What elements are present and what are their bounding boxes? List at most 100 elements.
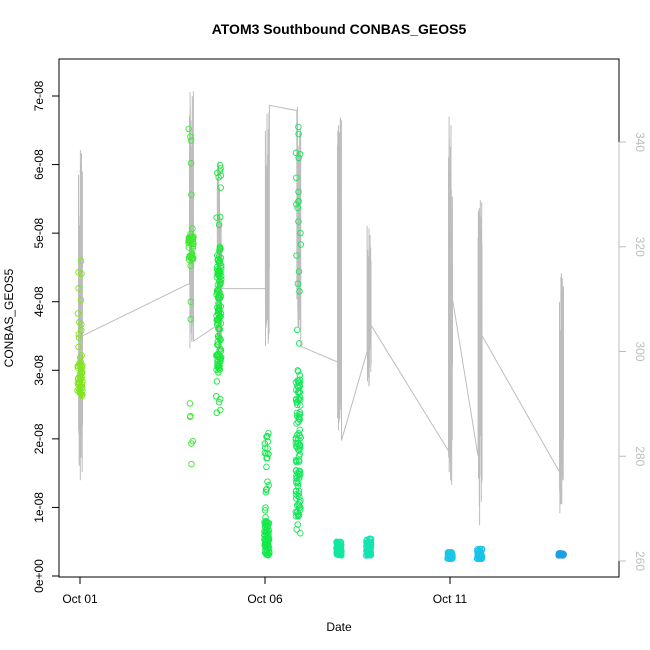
data-point: [215, 325, 222, 333]
data-point: [297, 497, 304, 504]
data-point: [215, 277, 223, 285]
y-tick-label: 5e-08: [32, 217, 46, 248]
data-point: [78, 352, 85, 359]
data-point: [76, 379, 83, 387]
data-point: [213, 214, 220, 221]
data-point: [296, 493, 303, 501]
data-point: [295, 268, 303, 275]
data-point: [186, 400, 194, 407]
y-tick-label: 4e-08: [32, 286, 46, 317]
data-point: [187, 262, 194, 270]
data-point: [216, 290, 224, 297]
data-point: [214, 307, 222, 314]
data-point: [214, 341, 221, 349]
y-tick-label: 3e-08: [32, 355, 46, 386]
data-point: [294, 280, 302, 287]
data-point: [297, 402, 304, 409]
data-point: [187, 315, 194, 323]
data-point: [215, 221, 223, 229]
data-point: [216, 294, 224, 302]
data-point: [217, 269, 224, 276]
data-point: [293, 526, 300, 533]
data-point: [293, 409, 301, 417]
data-point: [296, 442, 303, 449]
data-point: [292, 149, 300, 157]
data-point: [295, 512, 302, 519]
data-point: [261, 507, 269, 514]
data-point: [366, 543, 373, 551]
y-tick-label: 7e-08: [32, 80, 46, 111]
point-group: [333, 538, 345, 559]
data-point: [215, 369, 222, 376]
data-point: [559, 550, 567, 558]
data-point: [293, 479, 300, 487]
data-point: [364, 549, 371, 556]
data-point: [214, 256, 222, 264]
data-point: [295, 340, 303, 347]
data-point: [556, 550, 564, 558]
data-point: [262, 504, 269, 511]
data-point: [216, 243, 224, 251]
data-point: [294, 440, 301, 448]
data-point: [217, 165, 224, 172]
y-tick-label: 2e-08: [32, 423, 46, 454]
data-point: [263, 485, 271, 493]
data-point: [297, 529, 304, 537]
data-point: [265, 450, 272, 458]
data-point: [185, 125, 192, 133]
data-point: [78, 321, 85, 328]
data-point: [264, 534, 272, 542]
data-point: [262, 514, 269, 521]
data-point: [292, 512, 300, 520]
data-point: [75, 343, 82, 351]
data-point: [214, 355, 221, 363]
data-point: [297, 229, 304, 237]
data-point: [262, 528, 270, 535]
chart-title: ATOM3 Southbound CONBAS_GEOS5: [212, 21, 467, 37]
data-point: [367, 535, 375, 543]
data-point: [334, 549, 342, 556]
data-point: [367, 550, 374, 557]
point-group: [362, 535, 375, 559]
data-point: [363, 537, 370, 545]
data-point: [265, 544, 273, 551]
data-point: [336, 538, 344, 546]
data-point: [76, 370, 84, 377]
point-group: [74, 257, 86, 399]
point-group: [185, 125, 197, 468]
data-point: [295, 457, 303, 464]
data-point: [186, 252, 193, 260]
data-point: [295, 389, 302, 397]
data-point: [293, 252, 300, 259]
data-point: [217, 320, 225, 327]
y2-tick-label: 320: [633, 237, 647, 257]
data-point: [294, 367, 301, 374]
data-point: [215, 269, 222, 276]
y-axis-label: CONBAS_GEOS5: [2, 268, 16, 367]
data-point: [188, 191, 195, 198]
data-point: [263, 523, 271, 531]
point-group: [555, 550, 567, 559]
x-axis-label: Date: [326, 620, 352, 634]
data-point: [217, 184, 224, 191]
data-point: [262, 549, 269, 557]
data-point: [296, 288, 303, 295]
data-point: [75, 319, 83, 326]
data-point: [78, 327, 85, 334]
point-group: [292, 123, 305, 537]
data-point: [215, 174, 222, 181]
data-point: [216, 162, 224, 169]
y2-tick-label: 300: [633, 341, 647, 361]
data-point: [217, 347, 225, 355]
data-point: [261, 440, 269, 447]
data-point: [293, 412, 301, 420]
data-point: [296, 376, 304, 383]
data-point: [293, 472, 300, 480]
data-point: [187, 137, 195, 144]
data-point: [293, 174, 300, 181]
scatter-points: [74, 123, 567, 563]
data-point: [474, 549, 481, 557]
data-point: [264, 478, 271, 485]
data-point: [295, 123, 302, 131]
data-point: [263, 433, 271, 441]
